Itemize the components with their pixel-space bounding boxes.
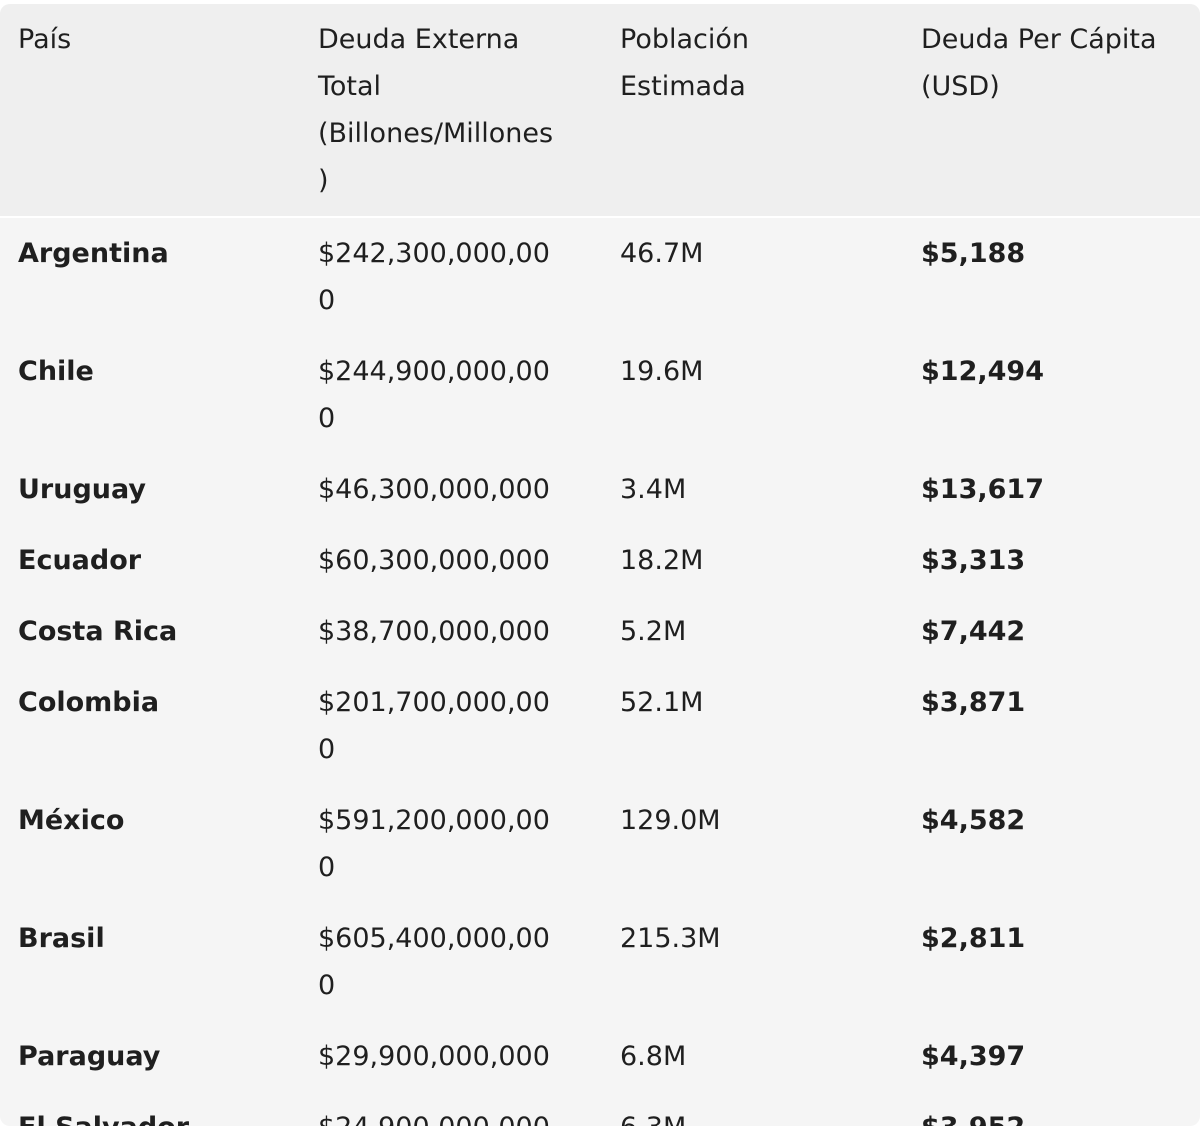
table-cell: $201,700,000,000 bbox=[318, 687, 550, 765]
table-cell: Argentina bbox=[18, 238, 169, 269]
table-cell: Paraguay bbox=[18, 1041, 161, 1072]
table-cell: $46,300,000,000 bbox=[318, 474, 550, 505]
table-cell: $5,188 bbox=[921, 238, 1026, 269]
table-cell: 19.6M bbox=[620, 356, 704, 387]
table-cell: Colombia bbox=[18, 687, 160, 718]
table-cell: 5.2M bbox=[620, 616, 687, 647]
table-cell: $3,952 bbox=[903, 1092, 1200, 1126]
table-cell: $3,871 bbox=[921, 687, 1026, 718]
table-row: Colombia $201,700,000,000 52.1M $3,871 bbox=[0, 667, 1200, 785]
table-cell: $242,300,000,000 bbox=[318, 238, 550, 316]
table-row: Paraguay $29,900,000,000 6.8M $4,397 bbox=[0, 1021, 1200, 1092]
table-cell: $29,900,000,000 bbox=[318, 1041, 550, 1072]
table-row: Chile $244,900,000,000 19.6M $12,494 bbox=[0, 336, 1200, 454]
table-row: Uruguay $46,300,000,000 3.4M $13,617 bbox=[0, 454, 1200, 525]
debt-table: País Deuda Externa Total (Billones/Millon… bbox=[0, 4, 1200, 1126]
table-cell: $3,313 bbox=[921, 545, 1026, 576]
column-header: País bbox=[0, 4, 300, 217]
table-cell: $4,582 bbox=[921, 805, 1026, 836]
column-header: Deuda Externa Total (Billones/Millones) bbox=[300, 4, 602, 217]
table-cell: 6.8M bbox=[620, 1041, 687, 1072]
table-row: Argentina $242,300,000,000 46.7M $5,188 bbox=[0, 217, 1200, 336]
table-cell: 129.0M bbox=[620, 805, 721, 836]
table-cell: $12,494 bbox=[921, 356, 1044, 387]
table-cell: 3.4M bbox=[620, 474, 687, 505]
table-body: Argentina $242,300,000,000 46.7M $5,188 Chil… bbox=[0, 217, 1200, 1126]
table-cell: $591,200,000,000 bbox=[318, 805, 550, 883]
column-header: Deuda Per Cápita (USD) bbox=[903, 4, 1200, 217]
table-cell: 18.2M bbox=[620, 545, 704, 576]
table-row: Costa Rica $38,700,000,000 5.2M $7,442 bbox=[0, 596, 1200, 667]
header-row: País Deuda Externa Total (Billones/Millon… bbox=[0, 4, 1200, 217]
table-cell: 6.3M bbox=[602, 1092, 903, 1126]
table-cell: $38,700,000,000 bbox=[318, 616, 550, 647]
table-cell: $4,397 bbox=[921, 1041, 1026, 1072]
table-cell: $2,811 bbox=[921, 923, 1026, 954]
table-row: Brasil $605,400,000,000 215.3M $2,811 bbox=[0, 903, 1200, 1021]
table-cell: El Salvador bbox=[0, 1092, 300, 1126]
table-cell: Ecuador bbox=[18, 545, 142, 576]
table-cell: $13,617 bbox=[921, 474, 1044, 505]
table-cell: $605,400,000,000 bbox=[318, 923, 550, 1001]
table-cell: $24,900,000,000 bbox=[300, 1092, 602, 1126]
table-card: País Deuda Externa Total (Billones/Millon… bbox=[0, 4, 1200, 1126]
table-cell: $7,442 bbox=[921, 616, 1026, 647]
table-cell: Uruguay bbox=[18, 474, 146, 505]
table-cell: $244,900,000,000 bbox=[318, 356, 550, 434]
table-row: Ecuador $60,300,000,000 18.2M $3,313 bbox=[0, 525, 1200, 596]
table-cell: 52.1M bbox=[620, 687, 704, 718]
table-cell: Brasil bbox=[18, 923, 105, 954]
table-row: México $591,200,000,000 129.0M $4,582 bbox=[0, 785, 1200, 903]
table-cell: $60,300,000,000 bbox=[318, 545, 550, 576]
table-cell: 46.7M bbox=[620, 238, 704, 269]
table-cell: Costa Rica bbox=[18, 616, 178, 647]
table-cell: Chile bbox=[18, 356, 94, 387]
column-header: Población Estimada bbox=[602, 4, 903, 217]
table-cell: México bbox=[18, 805, 125, 836]
table-cell: 215.3M bbox=[620, 923, 721, 954]
